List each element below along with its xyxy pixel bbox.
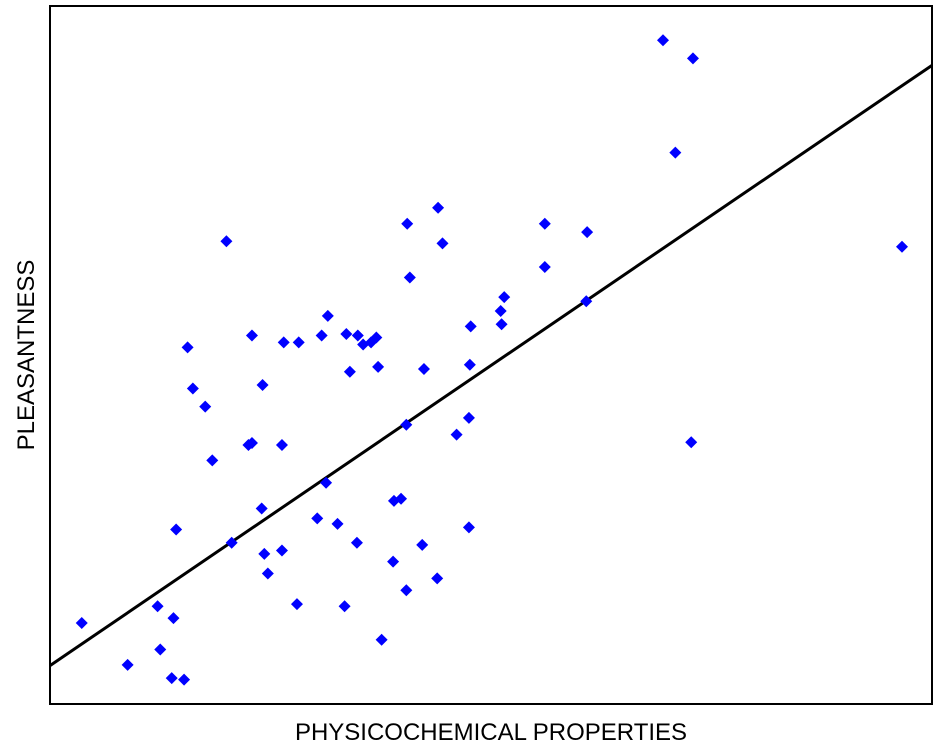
data-point [290,598,303,611]
data-point [403,271,416,284]
data-point [395,492,408,505]
data-point [372,360,385,373]
data-point [340,328,353,341]
data-point [343,365,356,378]
data-point [154,643,167,656]
data-point [75,617,88,630]
data-point [311,512,324,525]
data-point [167,612,180,625]
data-point [495,318,508,331]
data-point [245,329,258,342]
data-point [462,411,475,424]
data-point [275,439,288,452]
data-point [181,341,194,354]
data-point [686,52,699,65]
data-point [277,336,290,349]
data-point [431,572,444,585]
data-point [432,201,445,214]
data-point [581,226,594,239]
data-point [462,521,475,534]
data-point [220,235,233,248]
data-point [256,379,269,392]
regression-line [49,64,933,667]
data-point [151,600,164,613]
data-point [370,331,383,344]
data-point [375,633,388,646]
data-point [436,237,449,250]
data-point [400,584,413,597]
data-point [199,400,212,413]
data-point [400,418,413,431]
data-point [669,146,682,159]
chart-marks [49,34,933,686]
data-point [416,538,429,551]
data-point [261,567,274,580]
data-point [401,217,414,230]
data-point [258,547,271,560]
data-point [206,454,219,467]
data-point [498,291,511,304]
data-point [464,320,477,333]
data-point [315,329,328,342]
data-point [350,536,363,549]
data-point [494,305,507,318]
data-point [186,382,199,395]
data-point [225,536,238,549]
plot-area-frame [49,5,933,705]
data-point [121,658,134,671]
data-point [417,362,430,375]
data-point [338,600,351,613]
data-point [165,672,178,685]
data-point [463,358,476,371]
x-axis-label: PHYSICOCHEMICAL PROPERTIES [295,719,687,746]
data-point [178,673,191,686]
data-point [896,240,909,253]
data-point [320,476,333,489]
data-point [580,295,593,308]
data-point [245,436,258,449]
data-point [538,261,551,274]
data-point [170,523,183,536]
data-point [331,517,344,530]
data-point [255,502,268,515]
data-point [351,329,364,342]
data-point [275,544,288,557]
y-axis-label: PLEASANTNESS [13,260,40,451]
data-point [292,336,305,349]
data-point [321,309,334,322]
data-point [685,436,698,449]
data-point [656,34,669,47]
data-point [450,428,463,441]
data-point [387,555,400,568]
data-point [538,217,551,230]
